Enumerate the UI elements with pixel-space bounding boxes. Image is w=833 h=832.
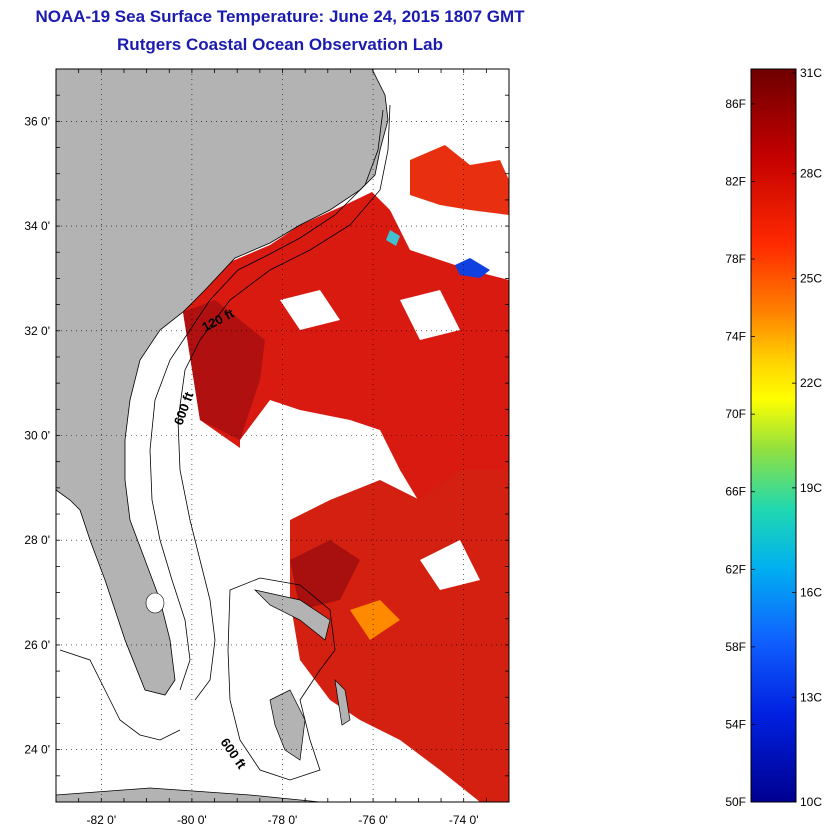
lon-tick-label: -76 0' <box>358 813 388 827</box>
map-grid <box>56 69 509 802</box>
chart-subtitle: Rutgers Coastal Ocean Observation Lab <box>117 35 443 54</box>
sst-swath-south-dark <box>290 540 360 610</box>
lon-tick-label: -80 0' <box>177 813 207 827</box>
colorbar-f-label: 54F <box>725 717 746 731</box>
land-us-southeast <box>56 69 389 696</box>
lon-tick-label: -78 0' <box>268 813 298 827</box>
colorbar-c-label: 28C <box>800 167 822 181</box>
cool-patch-blue <box>455 258 490 278</box>
lon-tick-label: -74 0' <box>449 813 479 827</box>
colorbar-f-label: 70F <box>725 407 746 421</box>
colorbar-f-label: 62F <box>725 562 746 576</box>
land-eleuthera <box>334 679 351 726</box>
colorbar-f-label: 66F <box>725 485 746 499</box>
contour-bahamas <box>227 577 336 781</box>
land-cuba-fragment <box>56 787 321 802</box>
contour-600ft <box>177 104 391 701</box>
contour-keys <box>59 649 181 741</box>
sst-patch-north <box>410 145 509 215</box>
colorbar-c-label: 19C <box>800 481 822 495</box>
lat-tick-label: 32 0' <box>24 324 50 338</box>
colorbar-f-label: 58F <box>725 640 746 654</box>
colorbar-labels: 86F 82F 78F 74F 70F 66F 62F 58F 54F 50F 31C 28C 25C 2… <box>725 66 822 809</box>
colorbar-c-label: 22C <box>800 376 822 390</box>
colorbar-f-label: 78F <box>725 252 746 266</box>
cloud-gap-2 <box>400 290 460 340</box>
colorbar-f-label: 86F <box>725 97 746 111</box>
warm-patch-orange <box>350 600 400 640</box>
lat-tick-label: 30 0' <box>24 429 50 443</box>
lon-tick-label: -82 0' <box>86 813 116 827</box>
lat-tick-label: 34 0' <box>24 219 50 233</box>
colorbar-f-label: 82F <box>725 174 746 188</box>
map-ticks: 36 0' 34 0' 32 0' 30 0' 28 0' 26 0' 24 0' -82 0… <box>24 69 509 827</box>
colorbar-f-label: 74F <box>725 330 746 344</box>
lat-tick-label: 28 0' <box>24 533 50 547</box>
cloud-gap-3 <box>420 540 480 590</box>
land-grand-bahama <box>253 589 331 641</box>
colorbar-c-label: 10C <box>800 795 822 809</box>
lake-okeechobee <box>145 592 165 614</box>
lat-tick-label: 26 0' <box>24 638 50 652</box>
contour-120ft <box>149 109 384 691</box>
colorbar-c-label: 16C <box>800 586 822 600</box>
colorbar-f-label: 50F <box>725 795 746 809</box>
chart-title: NOAA-19 Sea Surface Temperature: June 24… <box>35 7 525 26</box>
cool-patch-cyan <box>386 230 400 246</box>
cloud-gap-1 <box>280 290 340 330</box>
lat-tick-label: 24 0' <box>24 743 50 757</box>
colorbar <box>750 68 797 803</box>
land-andros <box>269 689 306 761</box>
colorbar-c-label: 25C <box>800 271 822 285</box>
colorbar-c-label: 31C <box>800 66 822 80</box>
colorbar-c-label: 13C <box>800 690 822 704</box>
lat-tick-label: 36 0' <box>24 114 50 128</box>
